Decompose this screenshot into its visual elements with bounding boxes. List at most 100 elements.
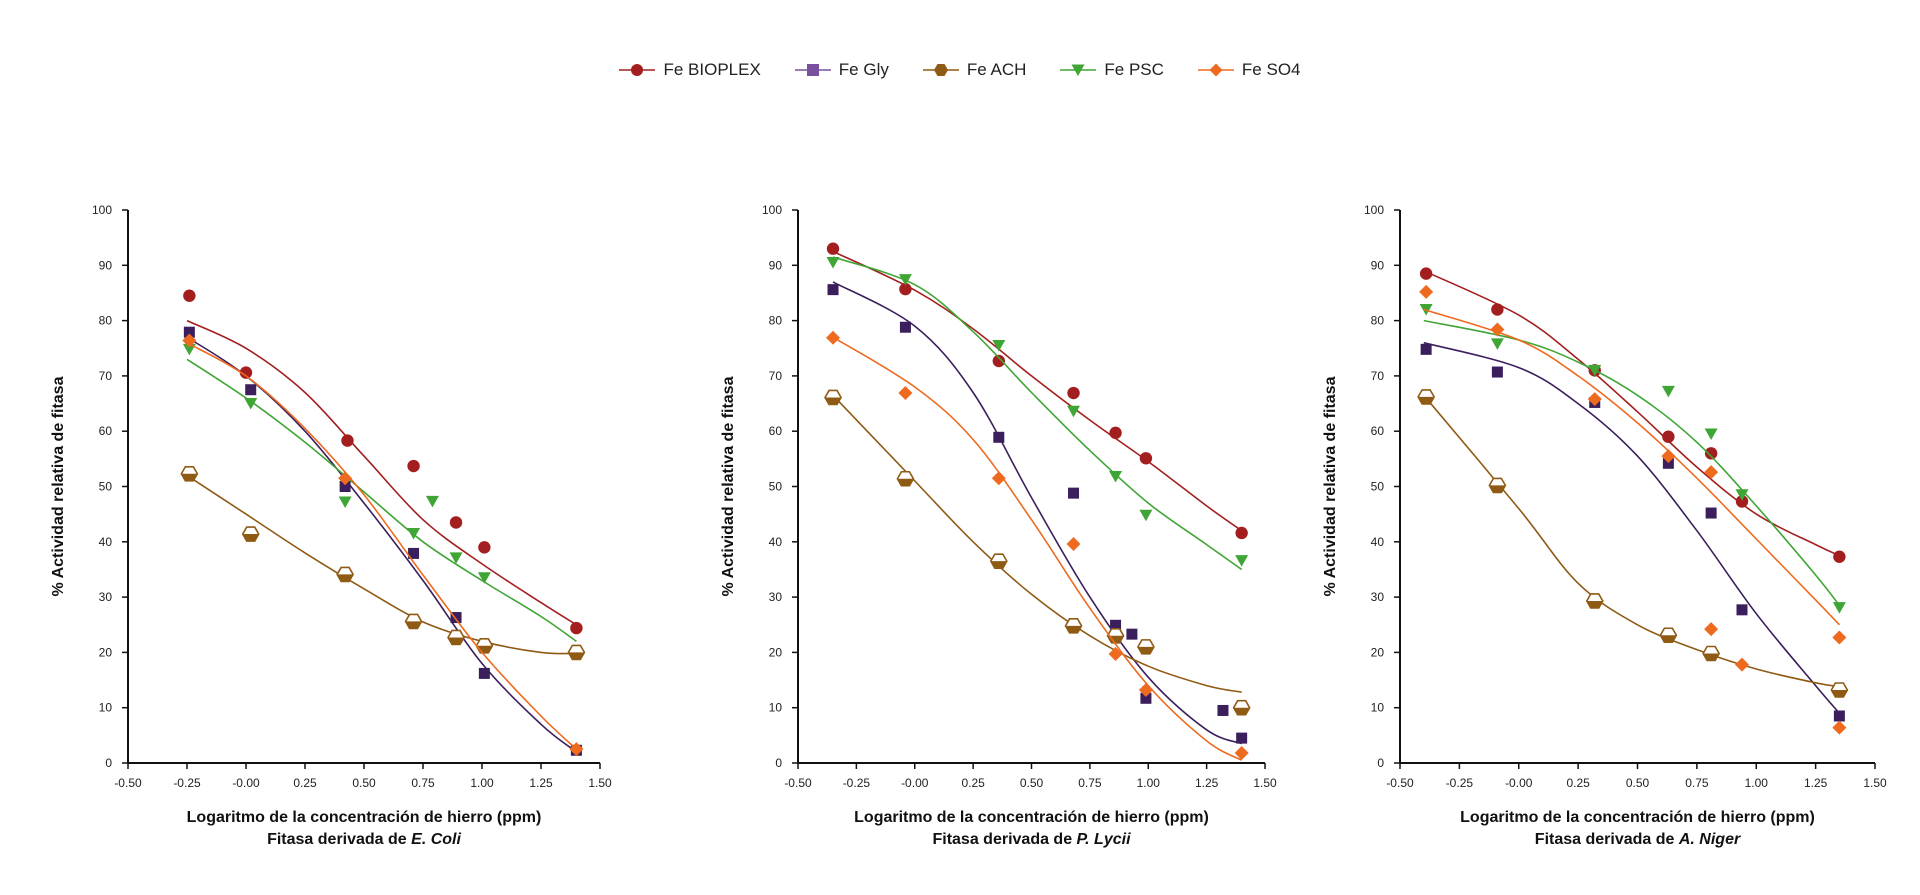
legend-marker-circle-icon [619, 64, 656, 76]
legend-label: Fe Gly [838, 60, 889, 79]
data-point-fe-so4 [338, 471, 353, 486]
data-point-fe-bioplex [449, 516, 463, 529]
data-point-fe-ach [896, 470, 915, 487]
data-point-fe-psc [244, 398, 258, 410]
y-tick-label: 60 [99, 424, 113, 438]
data-point-fe-gly [339, 481, 351, 492]
data-point-fe-gly [827, 284, 839, 296]
data-point-fe-gly [899, 321, 911, 333]
data-point-fe-gly [1217, 704, 1229, 716]
x-tick-label: -0.25 [1446, 776, 1474, 790]
x-axis-title: Logaritmo de la concentración de hierro … [1460, 809, 1815, 826]
data-point-fe-ach [989, 553, 1008, 569]
legend-label: Fe BIOPLEX [663, 60, 761, 79]
y-tick-label: 10 [769, 701, 783, 715]
series-fe-psc [182, 343, 577, 642]
data-point-fe-gly [1705, 507, 1717, 519]
y-tick-label: 80 [769, 314, 783, 328]
series-line-fe-gly [1423, 341, 1841, 714]
data-point-fe-psc [1139, 509, 1153, 522]
data-point-fe-psc [182, 343, 196, 356]
x-tick-label: -0.50 [1386, 776, 1414, 790]
data-point-fe-so4 [1490, 322, 1505, 337]
data-point-fe-bioplex [1704, 447, 1718, 460]
subtitle-organism: P. Lycii [1077, 831, 1132, 848]
series-line-fe-bioplex [186, 319, 577, 626]
x-tick-label: 0.25 [961, 776, 985, 790]
data-point-fe-ach [1830, 682, 1849, 698]
data-point-fe-ach [824, 389, 842, 406]
y-tick-label: 20 [99, 645, 113, 659]
series-line-fe-so4 [186, 342, 577, 750]
x-tick-label: 0.75 [1685, 776, 1709, 790]
data-point-fe-ach [1488, 477, 1507, 494]
series-line-fe-ach [186, 474, 577, 655]
data-point-fe-so4 [182, 333, 197, 348]
data-point-fe-so4 [1108, 647, 1123, 662]
y-tick-label: 10 [1371, 701, 1385, 715]
y-tick-label: 90 [1371, 258, 1385, 272]
data-point-fe-bioplex [1833, 550, 1846, 563]
data-point-fe-gly [1236, 732, 1248, 744]
data-point-fe-psc [477, 572, 491, 584]
series-line-fe-bioplex [1423, 270, 1840, 557]
legend-marker-hexagon-icon [922, 64, 959, 76]
y-tick-label: 70 [769, 369, 783, 383]
x-axis-title: Logaritmo de la concentración de hierro … [187, 809, 542, 826]
legend-label: Fe ACH [966, 60, 1027, 79]
legend-item-fe-psc: Fe PSC [1060, 60, 1164, 80]
x-tick-label: -0.50 [114, 776, 142, 790]
data-point-fe-psc [1490, 338, 1504, 350]
data-point-fe-ach [180, 465, 199, 482]
series-line-fe-so4 [1423, 308, 1840, 626]
y-tick-label: 50 [1371, 480, 1385, 494]
x-tick-label: 1.00 [1137, 776, 1161, 790]
data-point-fe-gly [1140, 692, 1152, 704]
data-point-fe-so4 [1419, 284, 1434, 299]
data-point-fe-psc [1109, 471, 1123, 483]
data-point-fe-gly [1068, 487, 1080, 499]
x-tick-label: -0.25 [843, 776, 871, 790]
series-line-fe-ach [1423, 394, 1840, 688]
series-fe-so4 [1419, 284, 1847, 735]
data-point-fe-bioplex [992, 354, 1006, 368]
y-tick-label: 90 [769, 258, 783, 272]
y-tick-label: 100 [92, 203, 112, 217]
legend-item-fe-so4: Fe SO4 [1197, 60, 1301, 80]
subtitle-organism: A. Niger [1678, 831, 1741, 848]
y-tick-label: 100 [762, 203, 782, 217]
series-fe-so4 [182, 333, 584, 757]
data-point-fe-gly [993, 431, 1005, 443]
data-point-fe-psc [407, 528, 421, 540]
data-point-fe-bioplex [899, 282, 912, 296]
data-point-fe-gly [1491, 366, 1503, 378]
data-point-fe-gly [1662, 457, 1674, 469]
data-point-fe-psc [1588, 364, 1602, 377]
series-line-fe-so4 [832, 336, 1243, 761]
data-point-fe-bioplex [1235, 526, 1248, 540]
legend: Fe BIOPLEX Fe Gly Fe ACH Fe PSC Fe SO4 [0, 60, 1920, 80]
data-point-fe-so4 [1066, 537, 1081, 552]
data-point-fe-so4 [1587, 392, 1602, 407]
series-fe-bioplex [1419, 267, 1846, 563]
data-point-fe-psc [449, 552, 463, 564]
data-point-fe-bioplex [407, 459, 420, 473]
x-tick-label: 0.75 [1078, 776, 1102, 790]
data-point-fe-bioplex [1067, 386, 1080, 400]
legend-marker-triangle-icon [1060, 64, 1097, 76]
data-point-fe-so4 [569, 742, 584, 757]
legend-item-fe-ach: Fe ACH [922, 60, 1027, 80]
data-point-fe-so4 [1704, 622, 1719, 637]
data-point-fe-ach [567, 644, 586, 661]
series-fe-psc [826, 256, 1249, 571]
x-tick-label: 0.50 [352, 776, 376, 790]
data-point-fe-so4 [826, 330, 841, 345]
x-tick-label: 0.50 [1020, 776, 1044, 790]
series-line-fe-bioplex [832, 250, 1243, 532]
series-fe-gly [1420, 341, 1845, 722]
subtitle-organism: E. Coli [411, 831, 461, 848]
data-point-fe-bioplex [239, 366, 253, 379]
data-point-fe-ach [1232, 699, 1251, 716]
data-point-fe-gly [1833, 710, 1845, 722]
x-tick-label: -0.25 [173, 776, 201, 790]
